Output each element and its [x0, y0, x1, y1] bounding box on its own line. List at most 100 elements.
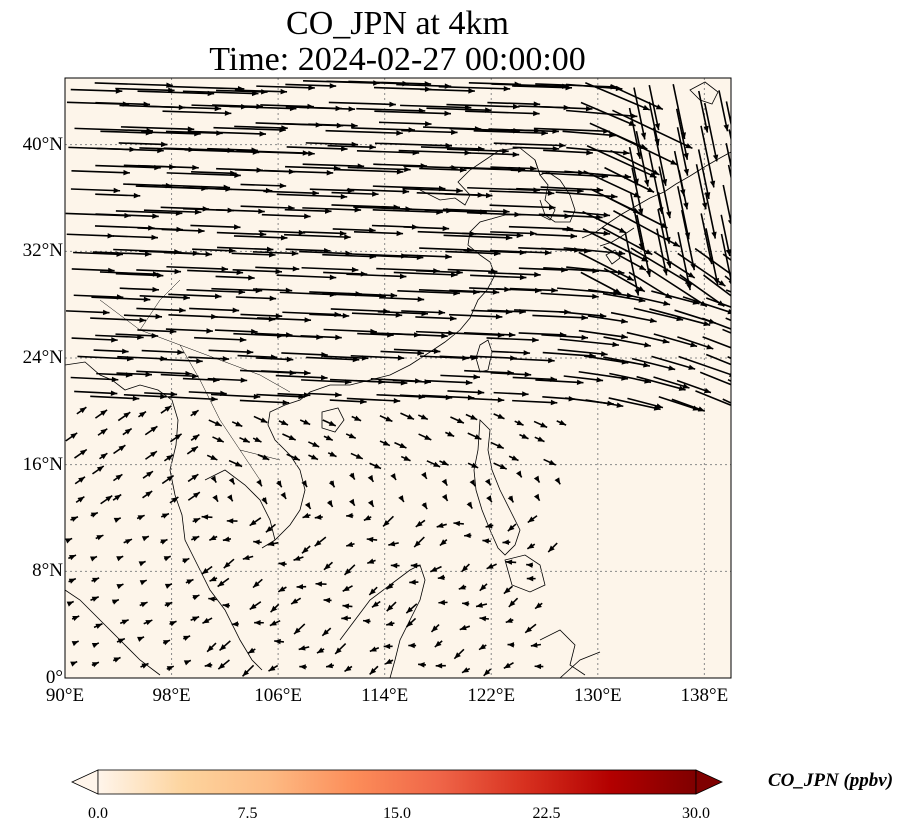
wind-arrow-head	[723, 124, 729, 132]
wind-arrow-head	[626, 275, 634, 281]
wind-arrow-head	[750, 353, 757, 358]
wind-arrow-head	[645, 249, 653, 255]
wind-arrow-shaft	[263, 190, 319, 195]
wind-arrow-shaft	[214, 329, 258, 333]
wind-arrow-head	[725, 249, 731, 256]
wind-arrow-head	[204, 662, 212, 668]
wind-arrow-shaft	[402, 187, 463, 192]
wind-arrow-shaft	[563, 375, 604, 382]
wind-arrow-head	[118, 445, 126, 452]
wind-arrow-shaft	[276, 274, 337, 279]
wind-arrow-head	[637, 208, 644, 216]
wind-arrow-shaft	[240, 183, 287, 187]
wind-arrow-head	[209, 534, 217, 541]
wind-arrow-shaft	[400, 104, 472, 109]
wind-arrow-head	[414, 540, 421, 548]
wind-arrow-head	[458, 584, 466, 590]
wind-arrow-shaft	[464, 332, 516, 336]
wind-arrow-shaft	[298, 106, 356, 110]
wind-arrow-shaft	[464, 369, 514, 374]
wind-arrow-head	[449, 315, 457, 322]
wind-arrow-head	[707, 257, 714, 265]
wind-arrow-head	[690, 341, 698, 348]
wind-arrow-head	[372, 191, 379, 197]
wind-arrow-shaft	[302, 207, 362, 211]
wind-arrow-head	[228, 247, 236, 254]
wind-arrow-head	[519, 274, 527, 281]
wind-arrow-head	[418, 662, 425, 668]
wind-arrow-shaft	[657, 192, 670, 244]
wind-arrow-head	[670, 159, 678, 165]
wind-arrow-head	[117, 638, 125, 644]
wind-arrow-head	[462, 667, 469, 673]
wind-arrow-shaft	[143, 209, 202, 214]
wind-arrow-shaft	[162, 110, 232, 115]
wind-arrow-shaft	[446, 148, 509, 153]
wind-arrow-head	[709, 180, 716, 188]
wind-arrow-shaft	[73, 251, 124, 256]
wind-arrow-head	[454, 652, 461, 659]
wind-arrow-head	[170, 391, 178, 397]
wind-arrow-head	[107, 233, 115, 239]
wind-arrow-head	[711, 231, 717, 239]
wind-arrow-head	[713, 277, 720, 285]
wind-arrow-shaft	[187, 269, 244, 274]
wind-arrow-head	[304, 502, 311, 510]
wind-arrow-shaft	[303, 231, 347, 235]
wind-arrow-shaft	[695, 390, 731, 407]
wind-arrow-head	[145, 491, 153, 497]
wind-arrow-shaft	[587, 315, 628, 323]
wind-arrow-shaft	[136, 370, 192, 375]
wind-arrow-head	[534, 271, 541, 278]
wind-arrow-shaft	[369, 254, 424, 259]
lon-tick-label: 90°E	[45, 685, 85, 706]
lon-tick-label: 138°E	[680, 685, 729, 706]
wind-arrow-head	[535, 602, 542, 609]
wind-arrow-shaft	[323, 328, 377, 333]
wind-arrow-shaft	[399, 394, 453, 399]
wind-arrow-shaft	[702, 336, 731, 349]
wind-arrow-head	[497, 397, 505, 403]
map-title-line2: Time: 2024-02-27 00:00:00	[209, 41, 586, 78]
wind-arrow-shaft	[139, 295, 190, 299]
wind-arrow-head	[132, 395, 140, 402]
wind-arrow-head	[735, 196, 740, 203]
wind-arrow-head	[453, 520, 461, 527]
wind-arrow-shaft	[541, 247, 591, 253]
country-borders	[99, 279, 291, 481]
wind-arrow-head	[116, 584, 124, 590]
wind-arrow-head	[441, 333, 448, 339]
wind-arrow-head	[503, 662, 511, 669]
wind-arrow-head	[164, 405, 172, 412]
wind-arrow-shaft	[562, 130, 616, 137]
wind-arrow-head	[100, 453, 108, 460]
wind-arrow-shaft	[189, 307, 240, 312]
wind-arrow-head	[576, 379, 584, 386]
wind-arrow-shaft	[70, 376, 119, 381]
wind-arrow-head	[105, 495, 113, 502]
wind-arrow-head	[171, 496, 179, 503]
wind-arrow-head	[435, 663, 443, 669]
wind-arrow-head	[123, 169, 130, 176]
wind-arrow-shaft	[346, 273, 407, 278]
wind-arrow-shaft	[538, 105, 593, 110]
wind-arrow-shaft	[490, 166, 537, 170]
wind-arrow-shaft	[541, 172, 609, 178]
wind-arrow-head	[291, 598, 299, 605]
wind-arrow-head	[79, 407, 87, 414]
wind-arrow-head	[191, 446, 198, 453]
wind-arrow-shaft	[469, 152, 520, 156]
wind-arrow-shaft	[415, 269, 463, 274]
wind-arrow-head	[547, 190, 555, 196]
wind-arrow-head	[420, 414, 428, 420]
wind-arrow-shaft	[636, 375, 686, 391]
wind-arrow-shaft	[602, 292, 646, 302]
wind-arrow-head	[431, 625, 438, 632]
wind-arrow-head	[483, 669, 491, 676]
wind-arrow-head	[403, 455, 411, 461]
wind-arrow-head	[530, 642, 538, 648]
wind-arrow-head	[479, 584, 487, 591]
wind-arrow-head	[328, 480, 335, 488]
colorbar	[71, 769, 723, 795]
wind-arrow-shaft	[438, 85, 511, 90]
